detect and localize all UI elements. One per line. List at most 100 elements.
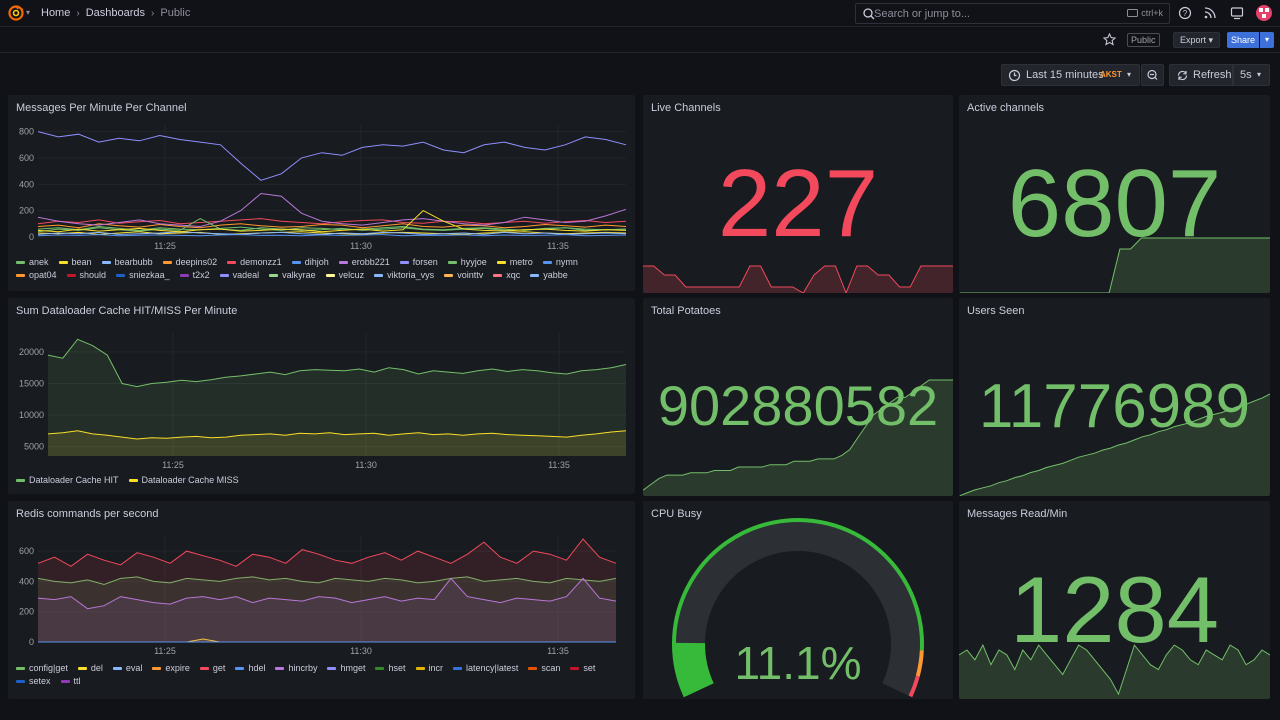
sparkline-area <box>643 266 953 293</box>
search-input[interactable] <box>874 4 1114 23</box>
y-tick-label: 20000 <box>19 347 44 357</box>
panel-messages-read[interactable]: Messages Read/Min 1284 <box>959 501 1270 699</box>
breadcrumb-home[interactable]: Home <box>41 7 71 19</box>
legend-item[interactable]: incr <box>415 663 443 673</box>
user-avatar[interactable] <box>1256 5 1272 21</box>
legend-item[interactable]: vadeal <box>219 270 259 280</box>
redis-commands-chart[interactable]: 0 200 400 600 11:25 11:30 11:35 <box>8 521 635 681</box>
legend-item[interactable]: hyyjoe <box>447 257 487 267</box>
legend-swatch <box>453 666 463 670</box>
legend-item[interactable]: opat04 <box>16 270 57 280</box>
y-tick-label: 200 <box>19 607 34 617</box>
legend-item[interactable]: t2x2 <box>179 270 210 280</box>
menu-chevron-icon[interactable]: ▾ <box>26 8 31 17</box>
legend-item[interactable]: eval <box>112 663 142 673</box>
chevron-down-icon: ▾ <box>1127 70 1132 79</box>
legend-item[interactable]: Dataloader Cache MISS <box>128 475 239 485</box>
legend-item[interactable]: hset <box>375 663 406 673</box>
legend-item[interactable]: anek <box>16 257 49 267</box>
legend-swatch <box>112 666 122 670</box>
legend-item[interactable]: latency|latest <box>453 663 518 673</box>
panel-cpu-busy[interactable]: CPU Busy 11.1% <box>643 501 953 699</box>
legend-label: metro <box>509 257 533 267</box>
legend-swatch <box>493 273 503 277</box>
panel-redis-commands[interactable]: Redis commands per second 0 200 400 600 11:2… <box>8 501 635 699</box>
legend-item[interactable]: scan <box>528 663 560 673</box>
dashboard-toolbar: Public Export ▾ Share ▾ <box>0 27 1280 53</box>
legend-item[interactable]: vointtv <box>444 270 483 280</box>
breadcrumb-separator-icon: › <box>151 7 155 19</box>
live-channels-sparkline <box>643 265 953 293</box>
refresh-icon <box>1177 70 1188 81</box>
legend-item[interactable]: nymn <box>542 257 578 267</box>
legend-label: Dataloader Cache HIT <box>29 475 119 485</box>
messages-per-minute-chart[interactable]: 0 200 400 600 800 11:25 11:30 11:35 <box>8 115 635 275</box>
legend-item[interactable]: bearbubb <box>101 257 153 267</box>
legend-swatch <box>219 273 229 277</box>
sparkline-line <box>643 379 953 491</box>
dataloader-chart[interactable]: 5000 10000 15000 20000 11:25 11:30 11:35 <box>8 318 635 478</box>
panel-dataloader-cache[interactable]: Sum Dataloader Cache HIT/MISS Per Minute… <box>8 298 635 494</box>
legend-item[interactable]: viktoria_vys <box>374 270 434 280</box>
legend-item[interactable]: setex <box>16 676 51 686</box>
legend-item[interactable]: yabbe <box>530 270 568 280</box>
breadcrumb-dashboards[interactable]: Dashboards <box>85 7 146 19</box>
legend-item[interactable]: erobb221 <box>338 257 390 267</box>
legend-item[interactable]: xqc <box>493 270 520 280</box>
refresh-button[interactable]: Refresh <box>1169 64 1233 86</box>
legend-item[interactable]: config|get <box>16 663 68 673</box>
legend-item[interactable]: set <box>570 663 595 673</box>
legend-item[interactable]: sniezkaa_ <box>116 270 170 280</box>
legend-item[interactable]: hincrby <box>275 663 317 673</box>
legend-item[interactable]: demonzz1 <box>227 257 282 267</box>
grafana-logo-icon[interactable] <box>8 5 24 21</box>
panel-messages-per-minute[interactable]: Messages Per Minute Per Channel 0 200 400 6… <box>8 95 635 291</box>
legend-item[interactable]: get <box>199 663 225 673</box>
total-potatoes-sparkline <box>643 379 953 496</box>
refresh-interval-picker[interactable]: 5s ▾ <box>1233 64 1270 86</box>
chart-legend: config|get del eval expire get hdel hincrby hmg… <box>16 663 626 686</box>
time-range-picker[interactable]: Last 15 minutes AKST ▾ <box>1001 64 1140 86</box>
legend-label: t2x2 <box>192 270 210 280</box>
zoom-out-button[interactable] <box>1141 64 1164 86</box>
search-icon <box>863 8 875 20</box>
refresh-interval-label: 5s <box>1240 69 1252 81</box>
legend-label: latency|latest <box>466 663 519 673</box>
legend-item[interactable]: velcuz <box>325 270 364 280</box>
series-area-Dataloader Cache MISS <box>48 430 626 456</box>
legend-item[interactable]: metro <box>496 257 533 267</box>
legend-swatch <box>16 478 25 482</box>
time-range-label: Last 15 minutes <box>1026 69 1104 81</box>
legend-item[interactable]: del <box>77 663 103 673</box>
legend-item[interactable]: dihjoh <box>291 257 329 267</box>
legend-label: forsen <box>412 257 438 267</box>
panel-title: Total Potatoes <box>651 305 721 317</box>
panel-active-channels[interactable]: Active channels 6807 <box>959 95 1270 293</box>
search-box[interactable]: ctrl+k <box>855 3 1170 24</box>
legend-item[interactable]: deepins02 <box>162 257 217 267</box>
panel-live-channels[interactable]: Live Channels 227 <box>643 95 953 293</box>
legend-item[interactable]: hmget <box>327 663 365 673</box>
legend-item[interactable]: should <box>66 270 106 280</box>
monitor-icon[interactable] <box>1230 6 1244 20</box>
help-icon[interactable]: ? <box>1178 6 1192 20</box>
share-button[interactable]: Share <box>1227 32 1259 48</box>
legend-swatch <box>152 666 162 670</box>
panel-users-seen[interactable]: Users Seen 11776989 <box>959 298 1270 496</box>
legend-swatch <box>269 273 279 277</box>
legend-item[interactable]: bean <box>58 257 92 267</box>
export-button[interactable]: Export ▾ <box>1173 32 1221 48</box>
star-favorite-icon[interactable] <box>1103 33 1116 46</box>
legend-swatch <box>16 273 25 277</box>
rss-news-icon[interactable] <box>1203 6 1217 20</box>
series-area-Dataloader Cache HIT <box>48 339 626 456</box>
legend-item[interactable]: forsen <box>399 257 438 267</box>
panel-total-potatoes[interactable]: Total Potatoes 902880582 <box>643 298 953 496</box>
legend-item[interactable]: hdel <box>235 663 265 673</box>
legend-item[interactable]: ttl <box>60 676 81 686</box>
legend-label: dihjoh <box>304 257 329 267</box>
legend-item[interactable]: Dataloader Cache HIT <box>16 475 119 485</box>
legend-item[interactable]: valkyrae <box>269 270 316 280</box>
share-options-chevron-icon[interactable]: ▾ <box>1260 32 1274 48</box>
legend-item[interactable]: expire <box>152 663 190 673</box>
